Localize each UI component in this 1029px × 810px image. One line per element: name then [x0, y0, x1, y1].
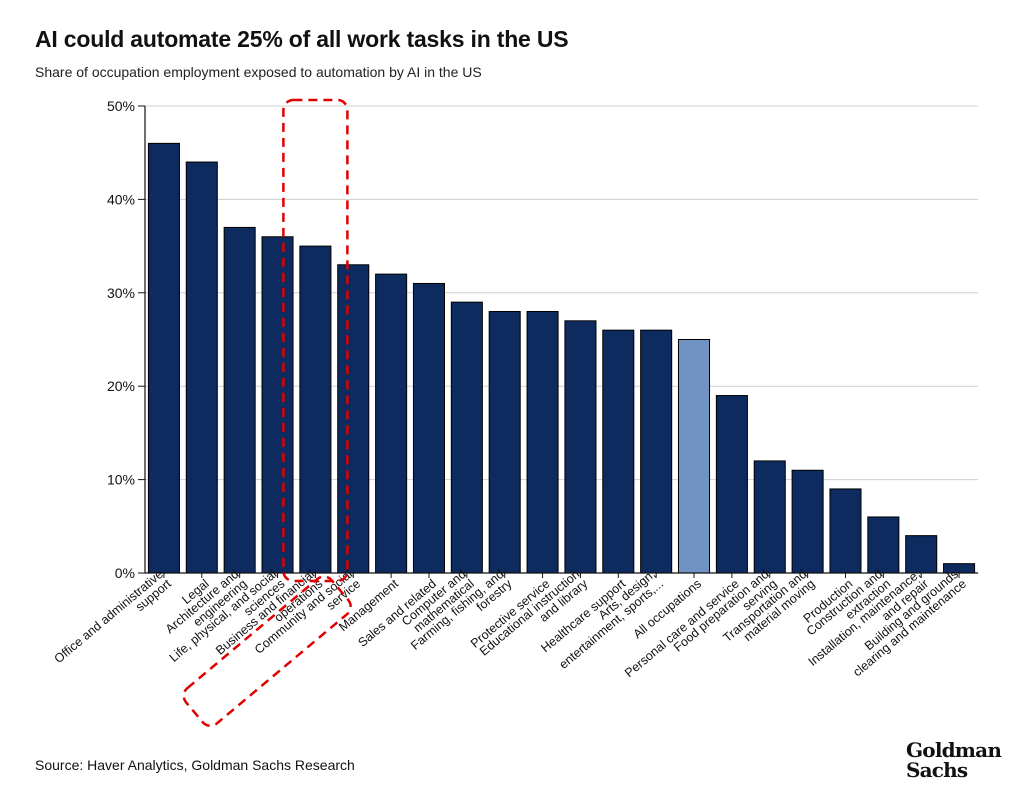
- y-tick-label: 0%: [115, 565, 135, 581]
- bar: [261, 236, 294, 574]
- annotation-highlight: [182, 98, 352, 728]
- y-tick-label: 10%: [107, 472, 135, 488]
- bar: [867, 516, 900, 574]
- bar: [450, 301, 483, 574]
- chart-title: AI could automate 25% of all work tasks …: [35, 26, 569, 52]
- bar-chart: 0% 10% 20% 30% 40% 50% Office and administrat…: [52, 98, 978, 728]
- bar: [602, 329, 635, 574]
- bar-all-occupations: [677, 339, 711, 574]
- bar: [147, 142, 180, 574]
- source-note: Source: Haver Analytics, Goldman Sachs R…: [35, 757, 355, 773]
- bar: [412, 282, 446, 574]
- bar: [223, 226, 256, 574]
- annotation-label-box: [182, 575, 352, 728]
- bar: [375, 273, 408, 574]
- annotation-label-box-group: [182, 575, 352, 728]
- bar: [829, 488, 862, 574]
- y-tick-labels: 0% 10% 20% 30% 40% 50%: [107, 98, 135, 581]
- bar: [526, 310, 559, 574]
- logo-line-1: Goldman: [906, 738, 1002, 762]
- bar: [715, 395, 748, 574]
- x-category-label-line: Office and administrative: [52, 567, 166, 666]
- bar: [640, 329, 673, 574]
- y-tick-label: 30%: [107, 285, 135, 301]
- bar: [299, 245, 332, 574]
- logo-line-2: Sachs: [906, 758, 968, 782]
- chart-subtitle: Share of occupation employment exposed t…: [35, 64, 482, 80]
- goldman-sachs-logo: Goldman Sachs: [906, 738, 1002, 782]
- axes: [138, 105, 978, 578]
- bar: [185, 161, 218, 574]
- bar: [753, 460, 786, 574]
- bar: [337, 264, 370, 574]
- bar: [905, 535, 938, 574]
- y-tick-label: 50%: [107, 98, 135, 114]
- y-tick-label: 40%: [107, 191, 135, 207]
- x-category-labels: Office and administrativesupport LegalArc…: [52, 567, 969, 680]
- bar: [564, 320, 597, 574]
- x-category-label: Office and administrativesupport: [52, 567, 175, 676]
- bars: [147, 142, 976, 574]
- bar: [488, 310, 521, 574]
- y-tick-label: 20%: [107, 378, 135, 394]
- bar: [791, 469, 824, 574]
- x-category-label-text: Office and administrativesupport: [52, 567, 175, 676]
